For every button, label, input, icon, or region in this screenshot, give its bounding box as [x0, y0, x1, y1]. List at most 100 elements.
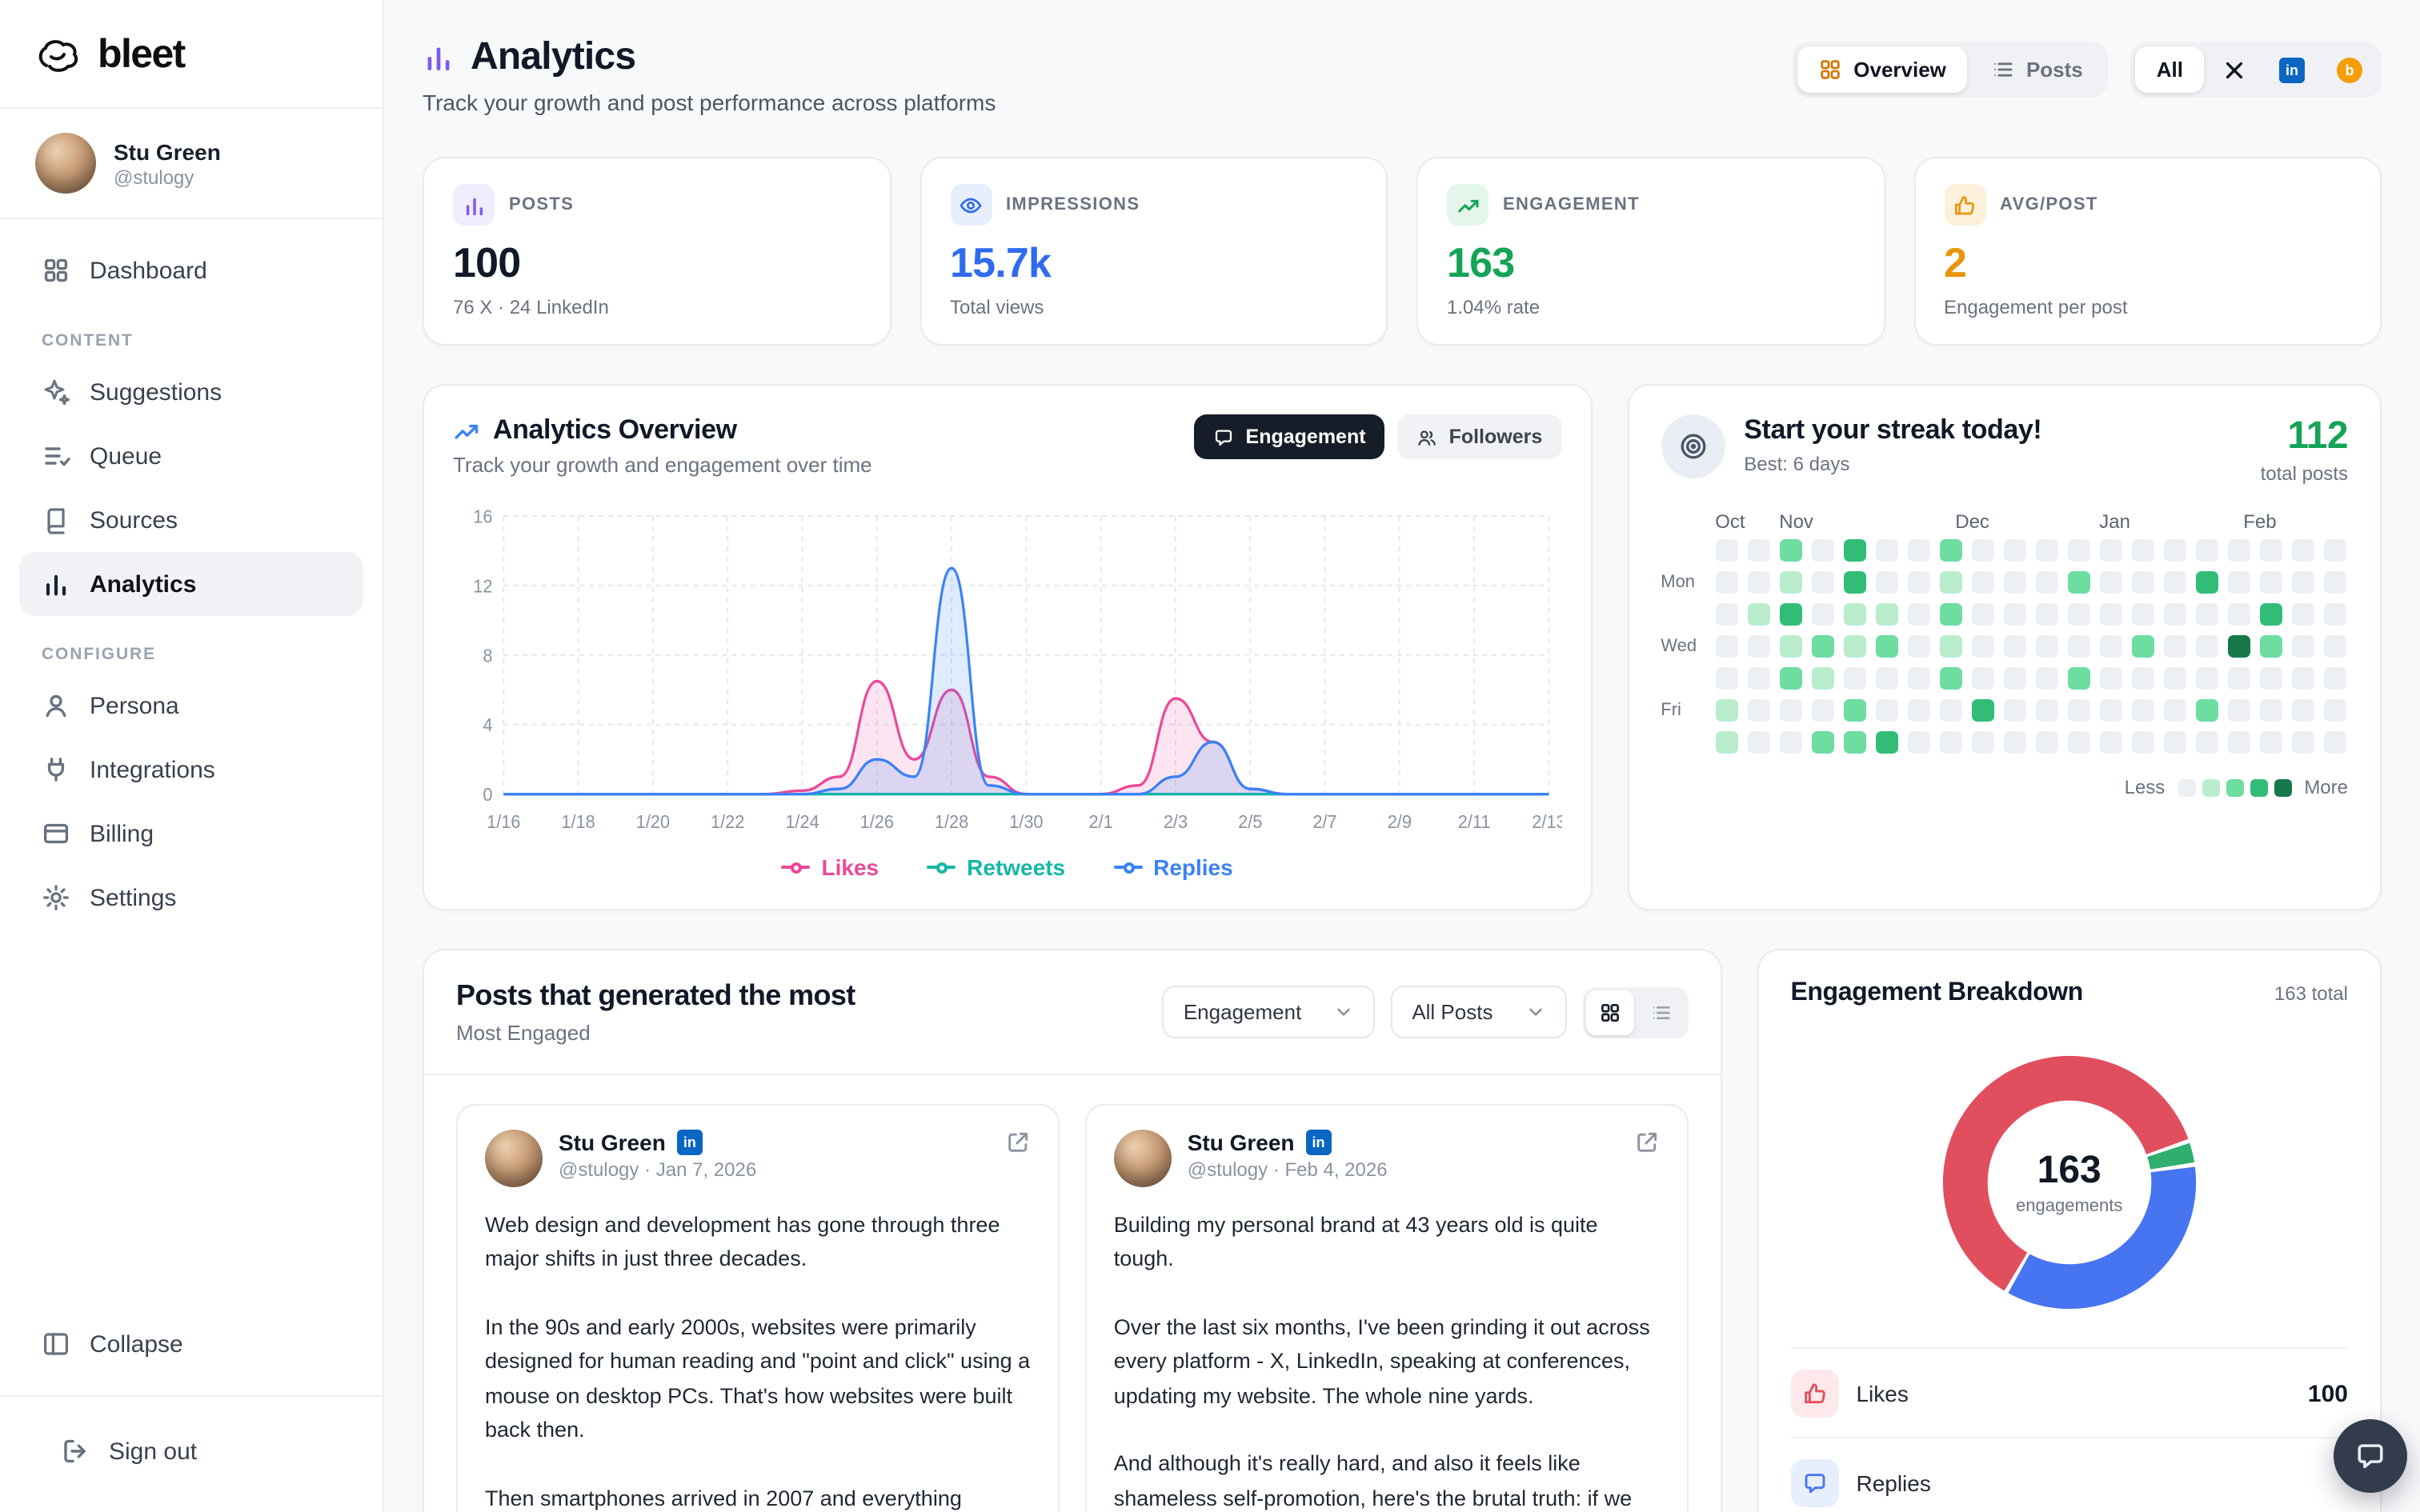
heatmap-cell	[1875, 731, 1898, 754]
heatmap-cell	[1971, 699, 1994, 722]
svg-text:1/24: 1/24	[785, 811, 819, 832]
sidebar-item-analytics[interactable]: Analytics	[19, 552, 363, 616]
tab-posts[interactable]: Posts	[1970, 46, 2104, 93]
sidebar-item-settings[interactable]: Settings	[19, 866, 363, 930]
heatmap-cell	[2163, 539, 2186, 562]
heatmap-cell	[1907, 539, 1930, 562]
heatmap-cell	[1875, 571, 1898, 594]
stat-value: 2	[1944, 238, 1967, 286]
user-handle: @stulogy	[114, 166, 194, 188]
heatmap-cell	[2131, 635, 2154, 658]
heatmap-cell	[1939, 699, 1962, 722]
heatmap-cell	[2163, 571, 2186, 594]
heatmap-cell	[2131, 699, 2154, 722]
heatmap-cell	[1875, 539, 1898, 562]
engagement-line-chart: 0 4 8 12 16 1/16 1/18 1/20 1/22 1/24 1/26 1/28 1/30 2…	[453, 502, 1561, 842]
external-link-icon[interactable]	[1633, 1130, 1659, 1187]
heatmap-cell	[1971, 603, 1994, 626]
legend-item-likes[interactable]: Likes	[781, 854, 879, 880]
post-meta: @stulogy · Feb 4, 2026	[1187, 1158, 1388, 1181]
sidebar-item-integrations[interactable]: Integrations	[19, 738, 363, 802]
section-label-configure: CONFIGURE	[42, 645, 157, 664]
thumbs-up-icon	[1790, 1370, 1839, 1418]
heatmap-month-label: Feb	[2243, 510, 2277, 533]
heatmap-cell	[2131, 603, 2154, 626]
heatmap-cell	[2163, 699, 2186, 722]
heatmap-cell	[2227, 667, 2250, 690]
linkedin-icon: in	[2279, 57, 2305, 82]
platform-filter-all[interactable]: All	[2135, 46, 2204, 93]
heatmap-month-label: Jan	[2099, 510, 2130, 533]
engagement-donut-chart: 163 engagements	[1921, 1034, 2218, 1331]
heatmap-cell	[2291, 603, 2314, 626]
platform-filter-bleet[interactable]: b	[2322, 57, 2377, 82]
sort-select[interactable]: Engagement	[1162, 986, 1376, 1038]
legend-item-replies[interactable]: Replies	[1113, 854, 1233, 880]
heatmap-cell	[2291, 667, 2314, 690]
grid-view-icon	[1598, 1001, 1621, 1023]
sidebar-item-label: Integrations	[90, 756, 215, 783]
external-link-icon[interactable]	[1005, 1130, 1031, 1187]
legend-less-label: Less	[2124, 776, 2166, 798]
sidebar-item-dashboard[interactable]: Dashboard	[19, 238, 363, 302]
heatmap-scale-swatch	[2202, 778, 2220, 796]
heatmap-cell	[2259, 539, 2282, 562]
heatmap-cell	[2067, 571, 2090, 594]
heatmap-cell	[2067, 699, 2090, 722]
post-card-1: Stu Green in @stulogy · Jan 7, 2026 Web …	[456, 1104, 1060, 1512]
followers-toggle-label: Followers	[1448, 426, 1543, 448]
brand-logo[interactable]: bleet	[0, 0, 383, 109]
sign-out-button[interactable]: Sign out	[38, 1419, 344, 1483]
platform-filter-x[interactable]	[2207, 58, 2262, 81]
target-icon	[1661, 414, 1725, 478]
svg-text:2/11: 2/11	[1458, 811, 1491, 832]
top-posts-subtitle: Most Engaged	[456, 1021, 591, 1045]
breakdown-row-replies: Replies	[1790, 1437, 2348, 1512]
heatmap-cell	[2099, 539, 2122, 562]
sidebar: bleet Stu Green @stulogy Dashboard CONTE…	[0, 0, 384, 1512]
sidebar-item-billing[interactable]: Billing	[19, 802, 363, 866]
eye-icon	[959, 193, 983, 217]
heatmap-cell	[2099, 699, 2122, 722]
heatmap-month-label: Dec	[1955, 510, 1989, 533]
chevron-down-icon	[1525, 1002, 1545, 1022]
breakdown-label: Replies	[1856, 1470, 1931, 1496]
collapse-sidebar-button[interactable]: Collapse	[19, 1312, 363, 1376]
sidebar-item-queue[interactable]: Queue	[19, 424, 363, 488]
breakdown-label: Likes	[1856, 1381, 1909, 1406]
heatmap-cell	[2227, 539, 2250, 562]
platform-filter-linkedin[interactable]: in	[2265, 57, 2319, 82]
heatmap-cell	[1715, 635, 1738, 658]
sidebar-item-suggestions[interactable]: Suggestions	[19, 360, 363, 424]
heatmap-cell	[1811, 539, 1834, 562]
heatmap-month-label: Nov	[1779, 510, 1813, 533]
list-view-button[interactable]	[1637, 990, 1685, 1034]
heatmap-cell	[2003, 571, 2026, 594]
user-profile[interactable]: Stu Green @stulogy	[0, 109, 383, 219]
svg-text:1/26: 1/26	[860, 811, 894, 832]
engagement-toggle-button[interactable]: Engagement	[1194, 414, 1385, 459]
heatmap-cell	[1843, 699, 1866, 722]
heatmap-cell	[2099, 667, 2122, 690]
heatmap-cell	[1747, 731, 1770, 754]
chat-fab-button[interactable]	[2334, 1419, 2407, 1493]
heatmap-day-label: Wed	[1661, 637, 1697, 656]
grid-view-button[interactable]	[1585, 990, 1634, 1034]
stat-value: 15.7k	[950, 238, 1052, 286]
followers-toggle-button[interactable]: Followers	[1397, 414, 1562, 459]
heatmap-cell	[2291, 539, 2314, 562]
heatmap-cell	[2323, 699, 2346, 722]
heatmap-cell	[2195, 667, 2218, 690]
sidebar-item-sources[interactable]: Sources	[19, 488, 363, 552]
legend-item-retweets[interactable]: Retweets	[927, 854, 1065, 880]
filter-select[interactable]: All Posts	[1391, 986, 1567, 1038]
heatmap-cell	[2323, 571, 2346, 594]
brand-name: bleet	[98, 32, 186, 77]
stat-card-engagement: ENGAGEMENT 163 1.04% rate	[1416, 157, 1885, 346]
thumbs-up-icon	[1953, 193, 1977, 217]
heatmap-cell	[2003, 539, 2026, 562]
tab-overview[interactable]: Overview	[1797, 46, 1967, 93]
sidebar-item-persona[interactable]: Persona	[19, 674, 363, 738]
heatmap-cell	[1811, 571, 1834, 594]
sidebar-item-label: Suggestions	[90, 378, 222, 406]
